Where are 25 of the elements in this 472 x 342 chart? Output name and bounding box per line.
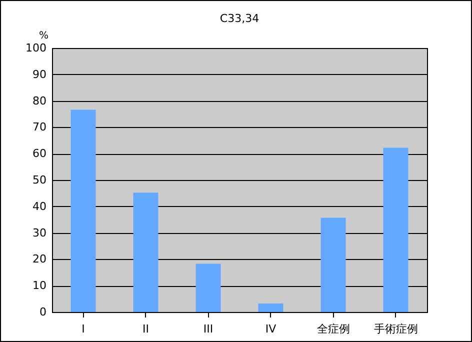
y-tick-label: 30 (32, 226, 46, 240)
x-tick-label: 手術症例 (374, 322, 418, 336)
x-tick-label: II (142, 322, 149, 336)
bar (70, 110, 96, 312)
y-tick-label: 60 (32, 147, 46, 160)
y-tick-label: 90 (32, 68, 46, 81)
y-tick-label: 100 (26, 42, 46, 54)
bar (196, 264, 221, 312)
y-tick-label: 0 (40, 306, 46, 318)
y-tick-label: 40 (32, 200, 46, 213)
x-tick-label: IV (265, 322, 277, 336)
bar (133, 192, 158, 312)
y-tick-label: 10 (32, 279, 46, 292)
bar (258, 304, 284, 312)
y-tick-label: 70 (32, 120, 46, 134)
y-tick-label: 50 (32, 174, 46, 186)
bar (383, 148, 408, 312)
bar (320, 218, 346, 312)
x-tick-label: I (82, 322, 85, 336)
x-tick-label: 全症例 (316, 322, 350, 336)
chart-title: C33,34 (220, 12, 260, 25)
y-tick-label: 80 (32, 94, 46, 108)
x-tick-label: III (203, 322, 214, 336)
y-axis-title: % (38, 30, 48, 42)
y-tick-label: 20 (32, 252, 46, 266)
